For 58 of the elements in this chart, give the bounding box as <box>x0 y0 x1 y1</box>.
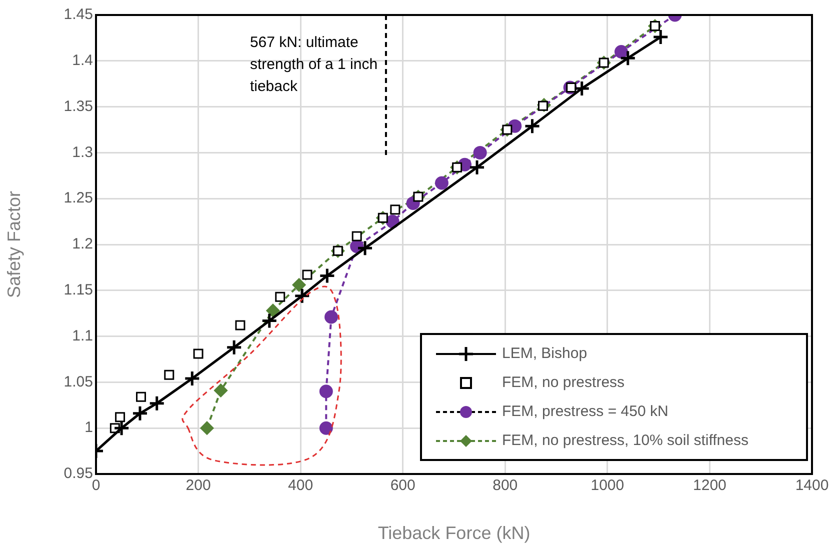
x-tick-label: 400 <box>288 477 314 494</box>
point <box>261 312 278 329</box>
y-tick-label: 1.05 <box>64 373 93 390</box>
point <box>184 370 200 387</box>
y-tick-label: 1.15 <box>64 282 93 299</box>
point <box>319 421 333 435</box>
x-tick-label: 600 <box>390 477 416 494</box>
point <box>614 44 628 58</box>
legend-label: FEM, prestress = 450 kN <box>502 403 668 420</box>
point <box>319 384 333 398</box>
point <box>164 370 174 380</box>
x-tick-label: 1000 <box>590 477 624 494</box>
point <box>620 50 636 66</box>
y-tick-label: 1.35 <box>64 98 93 115</box>
y-tick-label: 1 <box>84 419 93 436</box>
x-tick-label: 0 <box>92 477 100 494</box>
point <box>148 395 166 412</box>
point <box>352 231 362 242</box>
point <box>226 339 242 356</box>
point <box>115 412 126 422</box>
legend-label: FEM, no prestress <box>502 374 625 391</box>
point <box>200 421 214 435</box>
x-tick-label: 800 <box>492 477 518 494</box>
x-axis-title: Tieback Force (kN) <box>378 523 530 544</box>
x-tick-label: 200 <box>186 477 211 494</box>
point <box>468 159 486 176</box>
point <box>214 384 228 398</box>
point <box>302 270 312 280</box>
point <box>574 80 590 97</box>
x-tick-label: 1200 <box>693 477 726 494</box>
legend-label: LEM, Bishop <box>502 345 588 362</box>
point <box>473 146 487 160</box>
point <box>266 304 280 318</box>
legend-label: FEM, no prestress, 10% soil stiffness <box>502 432 748 449</box>
y-tick-label: 1.3 <box>72 144 93 161</box>
x-tick-label: 1400 <box>795 477 829 494</box>
y-tick-label: 1.1 <box>72 327 93 344</box>
y-tick-label: 1.2 <box>72 236 93 253</box>
y-tick-label: 0.95 <box>64 465 93 482</box>
point <box>136 392 146 402</box>
point <box>235 320 246 330</box>
point <box>356 240 374 256</box>
point <box>434 176 448 190</box>
point <box>652 28 669 46</box>
point <box>318 267 336 284</box>
y-axis-title: Safety Factor <box>4 190 24 298</box>
point <box>324 310 338 324</box>
point <box>524 118 540 134</box>
y-tick-label: 1.4 <box>72 52 93 70</box>
point <box>275 292 286 302</box>
y-tick-label: 1.25 <box>64 190 93 207</box>
y-tick-label: 1.45 <box>64 6 93 24</box>
point <box>132 405 148 422</box>
point <box>294 288 310 304</box>
point <box>292 278 306 292</box>
ref-line-label: 567 kN: ultimate strength of a 1 inch tieback <box>250 33 379 97</box>
point <box>390 204 400 215</box>
point <box>193 348 204 359</box>
